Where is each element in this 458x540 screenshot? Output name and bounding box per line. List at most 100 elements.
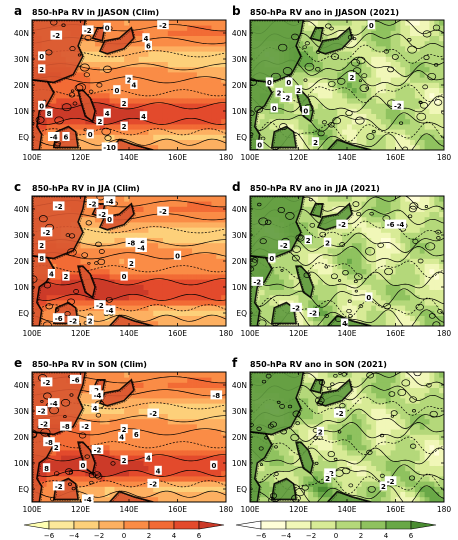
heat-cell	[153, 315, 159, 322]
heat-cell	[75, 429, 81, 435]
heat-cell	[313, 77, 319, 83]
land-contour-blob	[326, 314, 372, 326]
heat-cell	[109, 403, 115, 409]
heat-cell	[332, 206, 338, 212]
heat-cell	[283, 263, 290, 270]
heat-cell	[46, 144, 52, 150]
heat-cell	[303, 206, 309, 212]
heat-cell	[90, 227, 96, 233]
heat-cell	[327, 108, 333, 114]
heat-cell	[288, 274, 295, 280]
heat-cell	[288, 118, 295, 125]
heat-cell	[400, 315, 406, 322]
heat-cell	[405, 237, 411, 244]
x-tick-label: 180	[219, 329, 234, 338]
heat-cell	[177, 46, 183, 52]
heat-cell	[158, 108, 164, 114]
heat-cell	[419, 139, 425, 146]
heat-cell	[439, 216, 444, 223]
heat-cell	[298, 289, 304, 296]
heat-cell	[133, 87, 140, 94]
heat-cell	[380, 139, 387, 146]
heat-cell	[109, 129, 115, 135]
heat-cell	[313, 242, 319, 249]
heat-cell	[380, 25, 387, 31]
heat-cell	[361, 40, 367, 47]
heat-cell	[390, 134, 396, 140]
heat-cell	[410, 51, 416, 57]
heat-cell	[162, 134, 169, 140]
heat-cell	[395, 56, 401, 62]
heat-cell	[288, 284, 295, 290]
heat-cell	[371, 92, 377, 99]
heat-cell	[337, 258, 343, 264]
heat-cell	[376, 284, 382, 290]
x-tick-label: 160E	[386, 153, 405, 162]
heat-cell	[371, 227, 377, 233]
heat-cell	[303, 129, 309, 135]
heat-cell	[327, 82, 333, 88]
heat-cell	[322, 98, 328, 104]
x-tick-label: 100E	[240, 329, 259, 338]
heat-cell	[46, 139, 52, 146]
y-tick-label: 40N	[14, 205, 29, 214]
heat-cell	[308, 124, 314, 130]
contour-blob	[372, 130, 376, 134]
heat-cell	[371, 248, 377, 254]
heat-cell	[61, 118, 67, 125]
heat-cell	[114, 20, 120, 26]
heat-cell	[104, 439, 110, 446]
heat-cell	[342, 20, 348, 26]
heat-cell	[414, 56, 421, 62]
heat-cell	[56, 124, 62, 130]
heat-cell	[337, 61, 343, 68]
heat-cell	[129, 300, 135, 306]
heat-cell	[109, 470, 115, 477]
heat-cell	[317, 196, 324, 202]
heat-cell	[327, 284, 333, 290]
heat-cell	[196, 268, 203, 275]
heat-cell	[196, 196, 203, 202]
heat-cell	[400, 129, 406, 135]
heat-cell	[211, 274, 217, 280]
heat-cell	[347, 227, 353, 233]
heat-cell	[414, 289, 421, 296]
heat-cell	[167, 56, 174, 62]
heat-cell	[313, 87, 319, 94]
heat-cell	[187, 284, 193, 290]
heat-cell	[36, 476, 43, 482]
heat-cell	[196, 118, 203, 125]
heat-cell	[390, 253, 396, 259]
heat-cell	[206, 25, 212, 31]
heat-cell	[114, 232, 120, 238]
contour-label: 2	[129, 260, 134, 268]
heat-cell	[313, 61, 319, 68]
heat-cell	[153, 232, 159, 238]
heat-cell	[70, 439, 77, 446]
heat-cell	[167, 35, 174, 42]
heat-cell	[390, 242, 396, 249]
heat-cell	[158, 248, 164, 254]
heat-cell	[143, 227, 149, 233]
heat-cell	[405, 103, 411, 109]
heat-cell	[303, 40, 309, 47]
heat-cell	[65, 434, 72, 440]
heat-cell	[65, 444, 72, 451]
heat-cell	[196, 103, 203, 109]
heat-cell	[70, 294, 77, 301]
heat-cell	[293, 124, 299, 130]
heat-cell	[400, 206, 406, 212]
heat-cell	[419, 274, 425, 280]
heat-cell	[342, 201, 348, 207]
heat-cell	[206, 134, 212, 140]
heat-cell	[434, 98, 440, 104]
contour-blob	[321, 120, 327, 125]
heat-cell	[138, 263, 144, 270]
contour-label-bg	[62, 271, 70, 281]
heat-cell	[351, 216, 358, 223]
heat-cell	[95, 134, 101, 140]
heat-cell	[395, 20, 401, 26]
land-contour-blob	[98, 26, 135, 55]
heat-cell	[167, 284, 174, 290]
heat-cell	[90, 237, 96, 244]
